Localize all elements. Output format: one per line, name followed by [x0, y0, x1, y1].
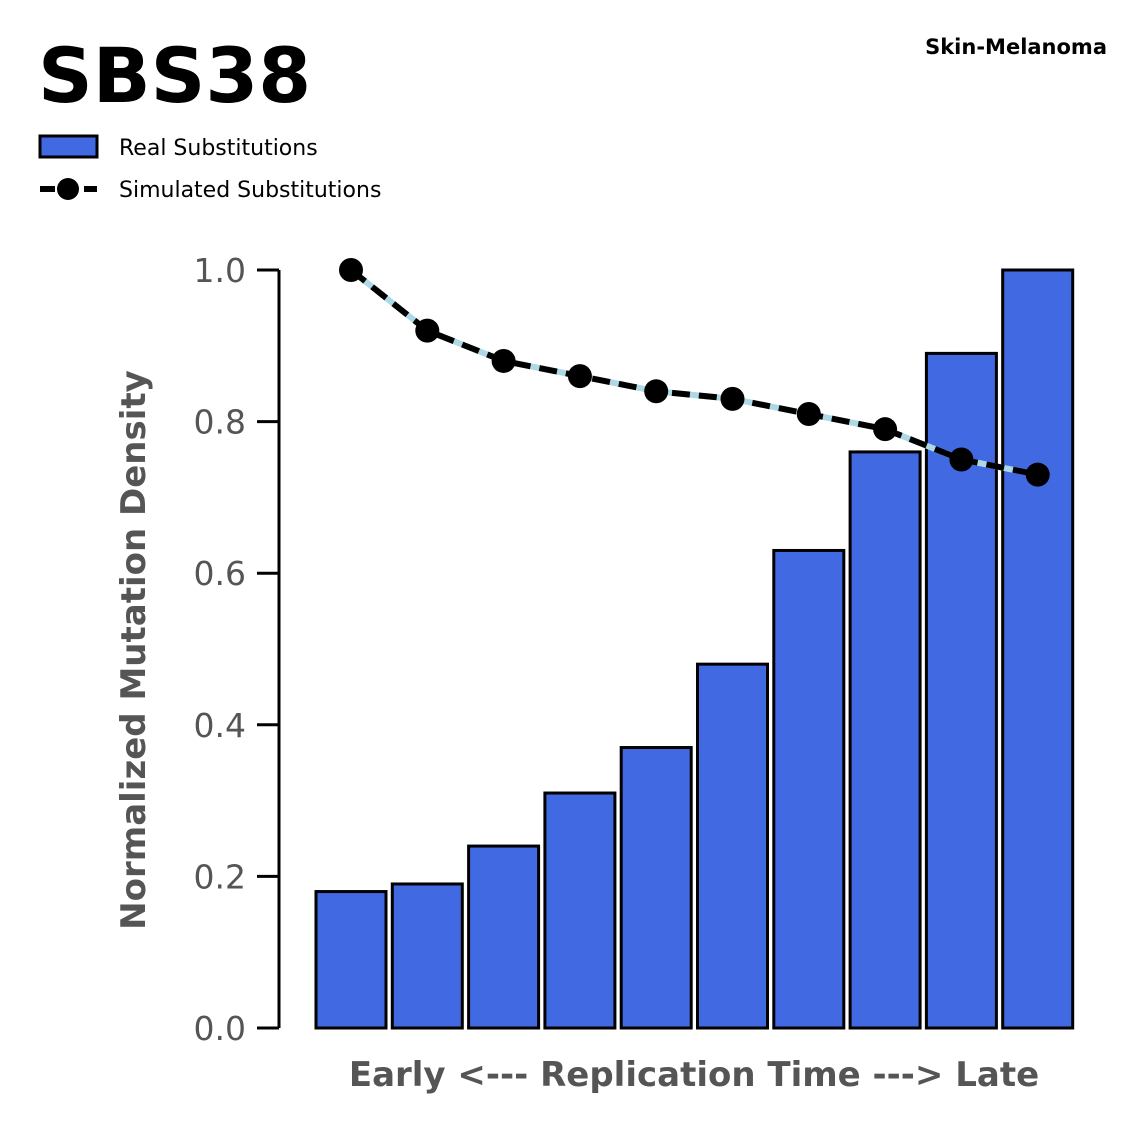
y-tick-label-1: 0.2: [194, 857, 246, 896]
bar-10: [1001, 268, 1075, 1030]
chart-title: SBS38: [38, 31, 311, 120]
legend-label-simulated: Simulated Substitutions: [119, 178, 381, 203]
line-series-simulated: [339, 258, 1050, 487]
simulated-point-3: [491, 348, 516, 373]
simulated-line: [349, 267, 1039, 478]
y-tick-label-2: 0.4: [194, 706, 246, 745]
simulated-point-1: [339, 258, 363, 282]
simulated-point-9: [949, 447, 974, 472]
bar-6: [696, 662, 769, 1030]
simulated-point-4: [567, 364, 592, 389]
simulated-point-6: [720, 386, 745, 411]
bar-8: [848, 450, 922, 1030]
y-tick-label-4: 0.8: [194, 403, 246, 442]
simulated-point-7: [796, 402, 821, 427]
y-tick-label-0: 0.0: [194, 1009, 246, 1048]
bar-4: [543, 791, 617, 1030]
legend-swatch-real: [38, 134, 99, 159]
bar-1: [314, 890, 388, 1030]
y-tick-label-3: 0.6: [194, 554, 246, 593]
bar-3: [467, 844, 541, 1030]
simulated-point-5: [644, 379, 669, 404]
simulated-point-8: [873, 417, 898, 442]
bar-7: [772, 548, 846, 1030]
legend-label-real: Real Substitutions: [119, 136, 318, 161]
legend: Real Substitutions Simulated Substitutio…: [38, 134, 381, 203]
legend-marker-simulated: [57, 178, 79, 200]
y-tick-label-5: 1.0: [194, 251, 246, 290]
bar-5: [619, 746, 693, 1030]
simulated-point-2: [415, 318, 440, 343]
chart-subtitle: Skin-Melanoma: [925, 35, 1107, 59]
y-axis: 0.0 0.2 0.4 0.6 0.8 1.0: [194, 251, 281, 1048]
simulated-point-10: [1025, 462, 1050, 487]
bar-2: [390, 882, 464, 1030]
y-axis-label: Normalized Mutation Density: [114, 370, 154, 930]
bar-series-real: [314, 268, 1075, 1030]
x-axis-label: Early <--- Replication Time ---> Late: [349, 1055, 1039, 1095]
